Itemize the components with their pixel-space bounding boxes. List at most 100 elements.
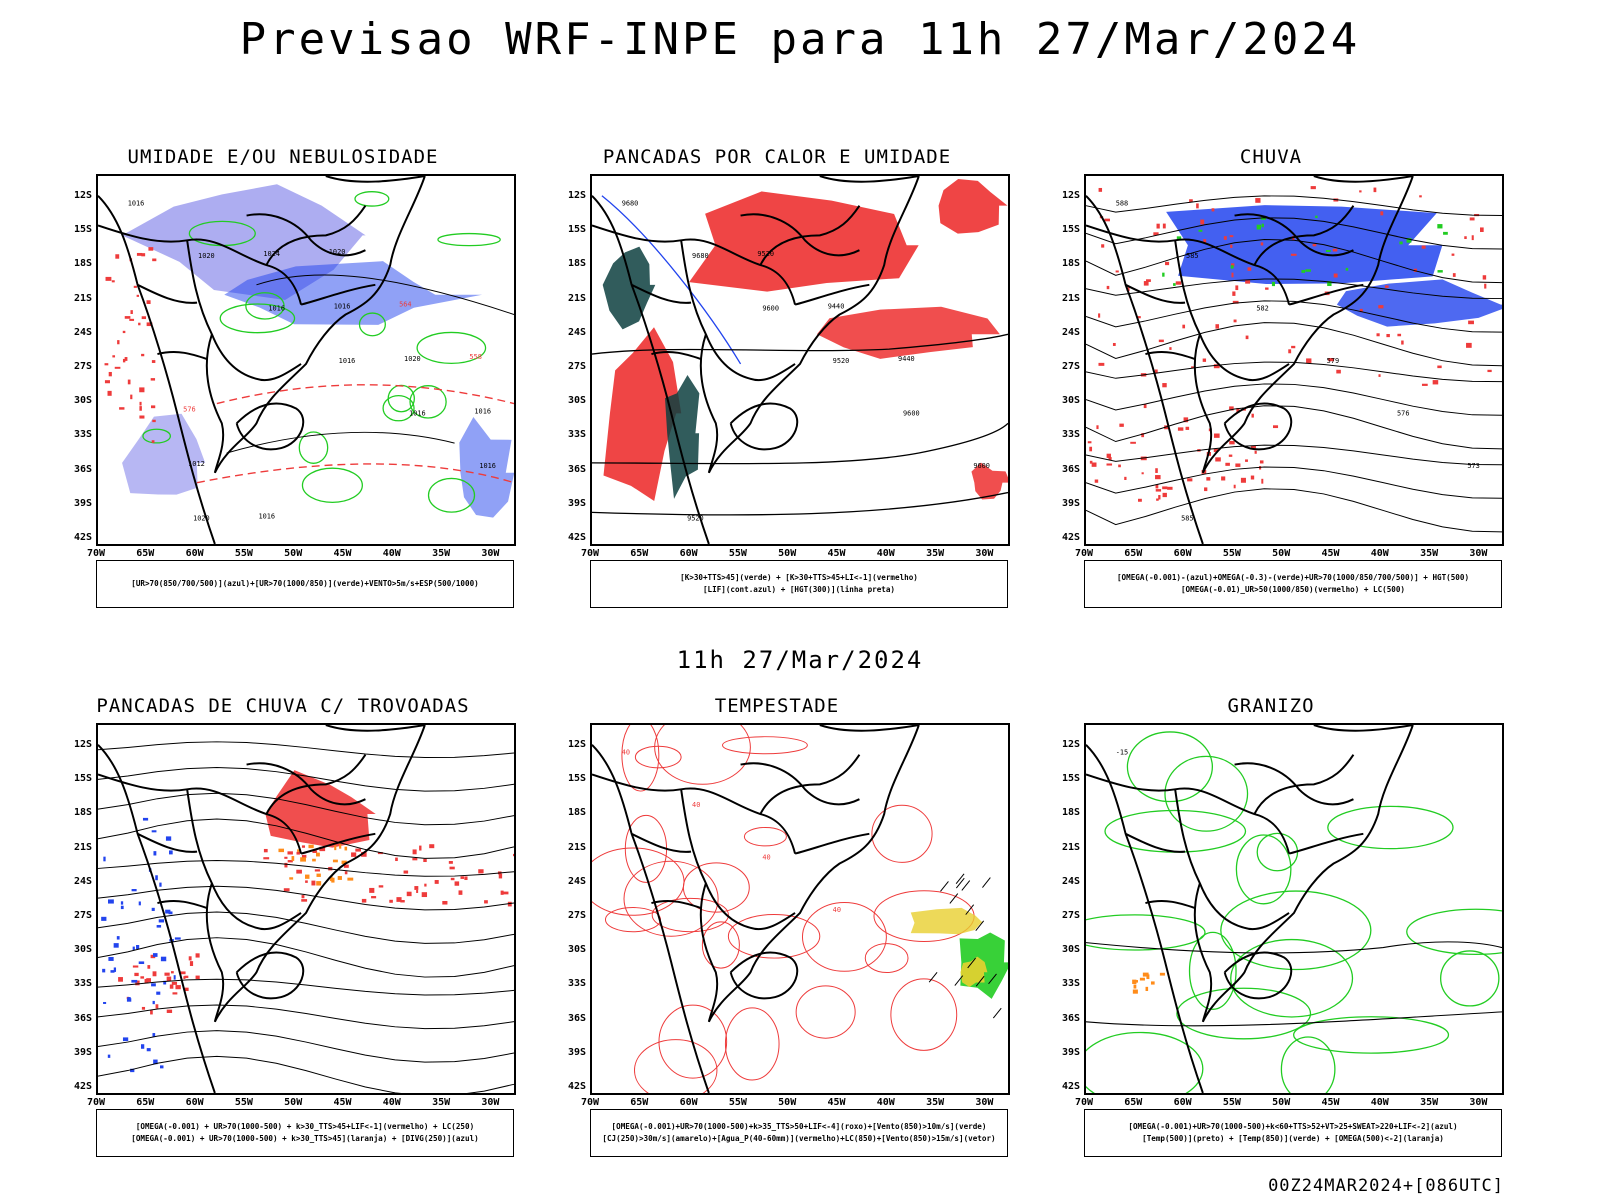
rain-area <box>1437 365 1442 369</box>
humidity-upper-area <box>122 413 206 495</box>
lat-tick-label: 33S <box>1061 429 1080 441</box>
country-border <box>300 832 376 855</box>
thunderstorm-area <box>301 845 306 848</box>
contour-label: 40 <box>762 854 770 862</box>
lon-tick-label: 70W <box>1074 548 1094 559</box>
contour-label: 1016 <box>409 409 426 417</box>
thickness-marker <box>104 380 110 384</box>
streamline <box>1086 488 1502 533</box>
contour-label: 582 <box>1256 305 1268 313</box>
strong-omega-area <box>1271 281 1275 287</box>
thickness-marker <box>111 280 115 283</box>
divergence-contour <box>151 983 156 987</box>
map-humidity[interactable]: 1016 1020 1016 1016 1016 1016 1020 1024 1016 1020… <box>96 174 516 546</box>
rain-area <box>1162 223 1166 229</box>
thunderstorm-area <box>189 961 194 966</box>
contour-label: 573 <box>1467 462 1479 470</box>
rain-area <box>1089 446 1093 452</box>
divergence-contour <box>131 979 138 983</box>
lon-tick-label: 30W <box>481 548 500 559</box>
lat-tick-label: 30S <box>567 944 586 956</box>
rain-area <box>1421 383 1428 386</box>
strong-omega-area <box>1162 272 1165 277</box>
temp-850-contour <box>1220 890 1372 971</box>
lon-tick-label: 35W <box>432 548 451 559</box>
panel-storm: TEMPESTADE 40 40 40 40 12S 15S 18S 21S 24S 27S 30… <box>552 695 1032 1195</box>
streamline <box>98 911 514 944</box>
lat-tick-label: 27S <box>567 361 586 372</box>
country-border <box>680 789 796 930</box>
thickness-marker <box>124 357 128 361</box>
thunderstorm-area <box>442 900 448 905</box>
thunderstorm-area <box>284 862 288 868</box>
thunderstorm-area <box>503 891 509 895</box>
country-border <box>631 283 692 304</box>
streamline <box>98 792 514 826</box>
wind-vector <box>940 881 949 892</box>
map-storm[interactable]: 40 40 40 40 <box>590 723 1010 1095</box>
lon-tick-label: 40W <box>876 548 895 559</box>
wind-vector <box>975 975 985 987</box>
lat-tick-label: 27S <box>73 910 92 921</box>
lat-tick-label: 24S <box>1061 875 1080 887</box>
thickness-marker <box>146 322 153 327</box>
divergence-contour <box>136 945 140 950</box>
temp-850-contour <box>1230 938 1354 1018</box>
humidity-lower-contour <box>219 303 296 334</box>
temp-500-contour <box>1086 1011 1502 1027</box>
divergence-contour <box>169 850 173 855</box>
streamline-contour <box>890 978 958 1051</box>
isobar <box>226 431 455 454</box>
rain-area <box>1452 273 1456 277</box>
lon-tick-label: 35W <box>926 548 945 559</box>
map-hail[interactable]: -15 <box>1084 723 1504 1095</box>
streamline-contour <box>604 907 662 933</box>
strong-omega-area <box>1305 269 1311 272</box>
panel-thunderstorms: PANCADAS DE CHUVA C/ TROVOADAS 12S 15S 18S… <box>58 695 538 1195</box>
country-border <box>1125 283 1186 304</box>
legend-line: [Temp(500)](preto) + [Temp(850)](verde) … <box>1142 1134 1444 1143</box>
temp-850-contour <box>1235 834 1292 905</box>
temp-850-contour <box>1327 805 1454 850</box>
map-thunderstorms[interactable] <box>96 723 516 1095</box>
streamline-contour <box>795 985 856 1039</box>
lat-tick-label: 18S <box>567 258 586 270</box>
contour-label: 9440 <box>828 303 845 311</box>
rain-area <box>1487 369 1492 373</box>
rain-area <box>1306 358 1312 364</box>
country-border <box>235 951 305 1000</box>
map-heat-showers[interactable]: 9680 9680 9600 9520 9600 9600 9520 9520 9440 9440 <box>590 174 1010 546</box>
divergence-contour <box>107 1054 111 1058</box>
lon-tick-label: 45W <box>1321 1097 1340 1108</box>
map-rain[interactable]: 588 585 582 579 576 573 585 <box>1084 174 1504 546</box>
panel-humidity: UMIDADE E/OU NEBULOSIDADE 1016 1020 1016 10… <box>58 146 538 646</box>
thickness-marker <box>152 258 157 262</box>
rain-area <box>1230 244 1233 248</box>
lat-tick-label: 27S <box>1061 361 1080 372</box>
rain-area <box>1466 342 1472 348</box>
map-canvas: 9680 9680 9600 9520 9600 9600 9520 9520 9440 9440 <box>592 176 1008 544</box>
lat-tick-label: 18S <box>567 807 586 819</box>
country-border <box>1223 951 1293 1000</box>
rain-area <box>1229 440 1235 445</box>
wind-vector <box>988 973 997 985</box>
wind-vector <box>949 893 959 904</box>
isobar <box>256 274 514 315</box>
lon-tick-label: 65W <box>630 548 649 559</box>
contour-label: 1016 <box>258 512 275 520</box>
thunderstorm-area <box>400 899 405 903</box>
lat-tick-label: 42S <box>1061 1081 1080 1092</box>
rain-area <box>1373 187 1377 193</box>
rain-area <box>1169 347 1172 350</box>
rain-area <box>1397 333 1402 337</box>
coastline <box>98 725 426 1093</box>
country-border <box>794 283 870 306</box>
rain-area <box>1167 486 1173 490</box>
thunderstorm-area <box>507 901 512 907</box>
lon-tick-label: 35W <box>1420 1097 1439 1108</box>
lon-tick-label: 60W <box>679 1097 698 1108</box>
streamline-contour <box>743 826 787 847</box>
contour-label: 1016 <box>479 462 496 470</box>
streamline <box>1086 217 1502 250</box>
thunderstorm-area <box>361 851 367 857</box>
